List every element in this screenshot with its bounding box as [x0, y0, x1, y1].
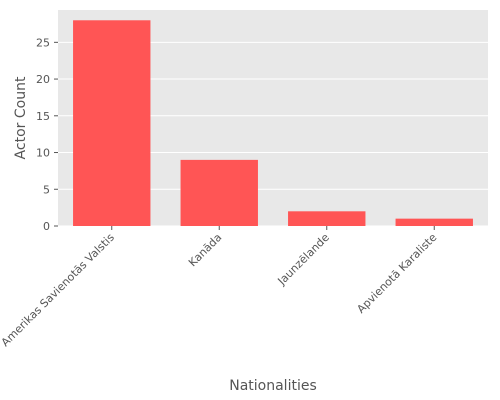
x-tick-label: Jaunzēlande: [275, 231, 332, 288]
bar: [73, 20, 151, 226]
y-tick-label: 25: [36, 36, 50, 49]
y-tick-label: 5: [43, 183, 50, 196]
y-tick-label: 15: [36, 110, 50, 123]
y-axis-title: Actor Count: [13, 76, 29, 159]
x-tick-label: Apvienotā Karaliste: [354, 231, 439, 316]
y-tick-label: 10: [36, 147, 50, 160]
y-tick-label: 0: [43, 220, 50, 233]
x-tick-label: Amerikas Savienotās Valstis: [0, 231, 117, 349]
bars: [73, 20, 473, 226]
x-axis-title: Nationalities: [229, 378, 317, 394]
bar: [395, 218, 473, 226]
bar: [288, 211, 366, 226]
y-axis-ticks: 0 5 10 15 20 25: [36, 36, 58, 233]
bar: [180, 159, 258, 226]
x-tick-label: Kanāda: [186, 231, 224, 269]
x-axis-ticks: Amerikas Savienotās Valstis Kanāda Jaunzēl…: [0, 226, 440, 349]
y-tick-label: 20: [36, 73, 50, 86]
